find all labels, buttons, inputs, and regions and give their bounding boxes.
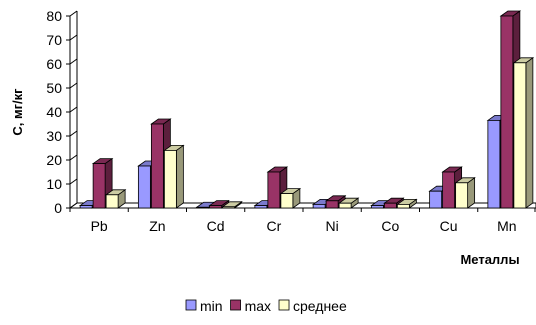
bar-Cu-среднее — [454, 177, 476, 209]
x-tick-label: Mn — [497, 218, 516, 234]
bar-Mn-среднее — [512, 57, 535, 209]
y-axis-title: С, мг/кг — [10, 88, 25, 136]
legend-swatch — [230, 299, 241, 311]
y-tick-label: 20 — [46, 152, 62, 168]
legend-swatch — [185, 299, 197, 311]
legend: min max среднее — [185, 298, 347, 314]
y-tick-depth — [69, 34, 78, 41]
bar-Pb-среднее — [104, 189, 127, 209]
bar-Cd-среднее — [221, 201, 243, 209]
x-axis-title: Металлы — [460, 252, 519, 267]
y-tick-depth — [69, 82, 78, 89]
y-tick-label: 40 — [46, 104, 62, 120]
legend-item-min: min — [185, 298, 223, 314]
y-tick-depth — [69, 10, 78, 17]
x-tick-label: Co — [381, 218, 399, 234]
x-tick-label: Cr — [266, 218, 281, 234]
bar-Ni-среднее — [337, 197, 360, 209]
legend-label: max — [245, 298, 271, 314]
legend-swatch — [278, 299, 290, 311]
x-tick-label: Zn — [149, 218, 165, 234]
bar-Cr-среднее — [279, 187, 302, 209]
y-tick-depth — [69, 178, 78, 185]
y-tick-label: 0 — [54, 200, 62, 216]
bar-Zn-среднее — [163, 144, 185, 209]
x-tick-label: Cd — [207, 218, 225, 234]
y-tick-depth — [69, 106, 78, 113]
x-tick-label: Cu — [440, 218, 458, 234]
tick-labels: 0 10 20 30 40 50 60 70 80 Pb Zn Cd Cr Ni Co Cu Mn — [46, 8, 516, 234]
y-tick-label: 80 — [46, 8, 62, 24]
legend-item-max: max — [230, 298, 271, 314]
legend-label: среднее — [293, 298, 347, 314]
x-tick-label: Ni — [326, 218, 339, 234]
y-tick-depth — [69, 130, 78, 137]
bars — [78, 10, 535, 209]
y-tick-depth — [69, 202, 78, 209]
y-tick-label: 50 — [46, 80, 62, 96]
bar-Co-среднее — [396, 198, 418, 209]
y-tick-label: 60 — [46, 56, 62, 72]
legend-label: min — [200, 298, 223, 314]
y-tick-label: 30 — [46, 128, 62, 144]
y-tick-depth — [69, 58, 78, 65]
x-tick-label: Pb — [91, 218, 108, 234]
y-tick-label: 10 — [46, 176, 62, 192]
y-tick-depth — [69, 154, 78, 161]
legend-item-среднее: среднее — [278, 298, 347, 314]
y-tick-label: 70 — [46, 32, 62, 48]
